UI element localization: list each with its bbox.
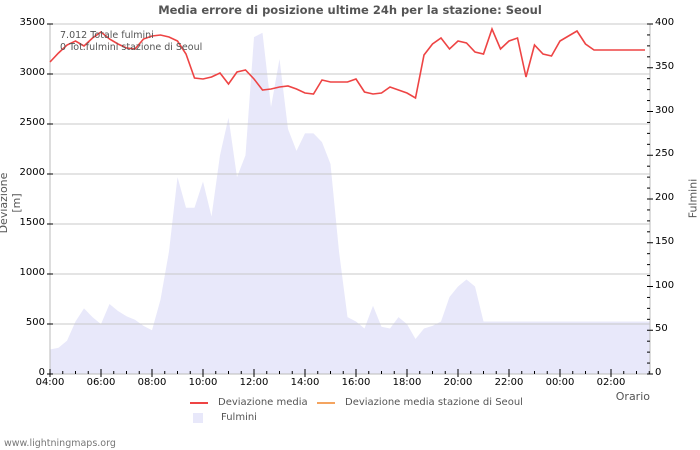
y-left-tick-label: 1000 <box>19 267 45 278</box>
y-axis-right-label: Fulmini <box>686 178 700 219</box>
y-right-tick-label: 200 <box>655 192 675 203</box>
deviation-line <box>49 26 645 100</box>
y-left-tick-label: 500 <box>25 317 45 328</box>
legend-label-strikes: Fulmini <box>221 412 257 423</box>
y-left-tick-label: 0 <box>38 367 45 378</box>
legend-box-lavender-icon <box>193 412 203 423</box>
legend-label-station-deviation: Deviazione media stazione di Seoul <box>345 397 523 408</box>
x-tick-label: 14:00 <box>290 377 320 388</box>
x-tick-label: 16:00 <box>341 377 371 388</box>
y-left-tick-label: 2000 <box>19 167 45 178</box>
y-left-tick-label: 3000 <box>19 67 45 78</box>
y-right-tick-label: 400 <box>655 17 675 28</box>
legend-item-deviation: Deviazione media <box>190 397 308 408</box>
x-tick-label: 12:00 <box>239 377 269 388</box>
x-axis-label: Orario <box>615 390 650 403</box>
x-tick-label: 20:00 <box>443 377 473 388</box>
x-tick-label: 06:00 <box>86 377 116 388</box>
chart-title: Media errore di posizione ultime 24h per… <box>158 3 542 17</box>
y-right-tick-label: 300 <box>655 104 675 116</box>
y-right-tick-label: 100 <box>655 279 675 291</box>
x-tick-label: 10:00 <box>188 377 218 388</box>
y-right-tick-label: 0 <box>655 367 662 378</box>
legend-line-orange-icon <box>317 401 335 404</box>
y-right-tick-label: 250 <box>655 148 675 160</box>
y-right-tick-label: 50 <box>655 323 668 335</box>
strikes-area <box>50 32 650 374</box>
legend-item-strikes: Fulmini <box>189 412 257 423</box>
y-right-tick-label: 350 <box>655 60 675 72</box>
x-tick-label: 22:00 <box>494 377 524 388</box>
y-right-tick-label: 150 <box>655 235 675 247</box>
total-strikes-text: 7.012 Totale fulmini <box>60 30 154 41</box>
y-left-tick-label: 3500 <box>19 17 45 28</box>
x-tick-label: 18:00 <box>392 377 422 388</box>
legend-line-red-icon <box>190 401 208 404</box>
x-tick-label: 04:00 <box>35 377 65 388</box>
x-tick-label: 00:00 <box>545 377 575 388</box>
x-tick-label: 08:00 <box>137 377 167 388</box>
legend-item-station-deviation: Deviazione media stazione di Seoul <box>317 397 523 408</box>
station-strikes-text: 0 Tot.fulmini stazione di Seoul <box>60 42 203 53</box>
y-left-tick-label: 1500 <box>19 217 45 228</box>
legend-label-deviation: Deviazione media <box>218 397 308 408</box>
x-tick-label: 02:00 <box>596 377 626 388</box>
footer-link[interactable]: www.lightningmaps.org <box>4 438 116 449</box>
y-left-tick-label: 2500 <box>19 117 45 128</box>
